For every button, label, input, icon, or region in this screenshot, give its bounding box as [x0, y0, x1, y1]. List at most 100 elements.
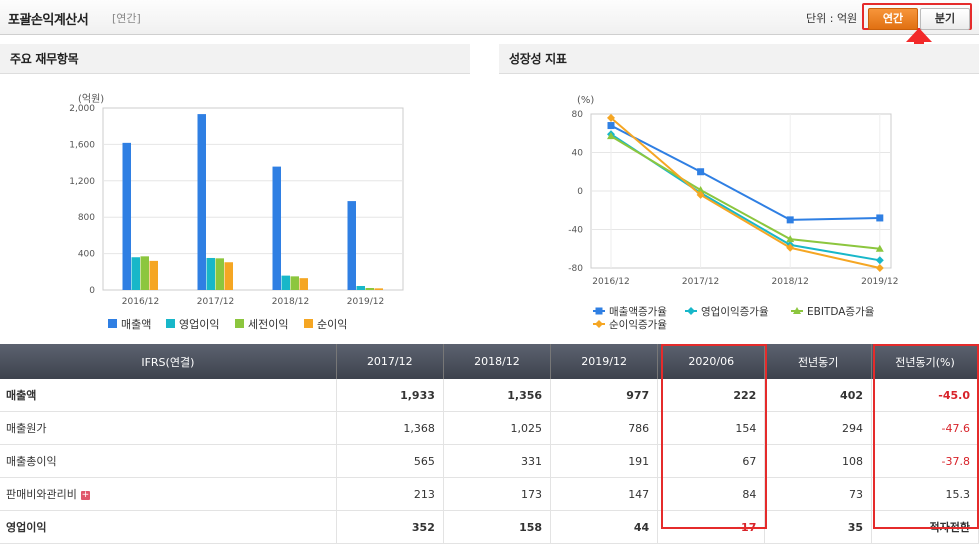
- legend-label: EBITDA증가율: [807, 306, 875, 318]
- legend-label: 영업이익증가율: [701, 305, 769, 318]
- y-axis-unit: (%): [577, 95, 594, 106]
- table-cell: 173: [443, 477, 552, 511]
- panel-title-financial-items: 주요 재무항목: [0, 44, 470, 74]
- legend-swatch: [166, 319, 175, 328]
- bar: [197, 114, 206, 290]
- y-tick-label: 800: [78, 213, 95, 223]
- col-header: 2019/12: [550, 344, 659, 379]
- data-point: [697, 168, 705, 176]
- legend-label: 매출액증가율: [609, 306, 667, 318]
- x-tick-label: 2016/12: [592, 277, 629, 287]
- row-label: 영업이익: [0, 510, 337, 544]
- table-cell: 191: [550, 444, 659, 478]
- y-tick-label: 400: [78, 250, 95, 260]
- row-label-text: 매출원가: [6, 422, 47, 435]
- table-row: 매출총이익 565 331 191 67 108 -37.8: [0, 444, 979, 478]
- data-point: [793, 307, 801, 314]
- legend-label: 세전이익: [248, 318, 288, 331]
- y-tick-label: -80: [568, 264, 583, 274]
- table-cell: 213: [336, 477, 444, 511]
- table-cell: 977: [550, 379, 659, 412]
- col-header: IFRS(연결): [0, 344, 337, 379]
- series-line: [610, 117, 881, 269]
- data-point: [687, 307, 695, 315]
- table-cell: 1,025: [443, 411, 552, 445]
- bar: [224, 262, 233, 290]
- row-label-text: 매출총이익: [6, 455, 57, 468]
- legend-label: 영업이익: [179, 318, 219, 331]
- table-row: 매출원가 1,368 1,025 786 154 294 -47.6: [0, 411, 979, 445]
- table-row: 판매비와관리비 +213 173 147 84 73 15.3: [0, 477, 979, 511]
- data-point: [875, 264, 884, 272]
- period-subtitle: [연간]: [112, 12, 141, 25]
- table-cell: -17: [657, 510, 766, 544]
- table-cell: -45.0: [871, 379, 979, 412]
- bar: [206, 257, 215, 290]
- col-header: 2018/12: [443, 344, 552, 379]
- y-tick-label: 1,600: [69, 140, 95, 150]
- row-label[interactable]: 판매비와관리비 +: [0, 477, 337, 511]
- table-cell: 222: [657, 379, 766, 412]
- tab-annual[interactable]: 연간: [868, 8, 918, 30]
- x-tick-label: 2019/12: [861, 277, 898, 287]
- table-cell: 158: [443, 510, 552, 544]
- col-header: 전년동기: [764, 344, 873, 379]
- bar: [272, 166, 281, 290]
- expand-plus-icon[interactable]: +: [80, 489, 90, 500]
- table-cell: 331: [443, 444, 552, 478]
- x-tick-label: 2019/12: [347, 297, 384, 307]
- legend-swatch: [304, 319, 313, 328]
- y-tick-label: 2,000: [69, 104, 95, 114]
- col-header: 2017/12: [336, 344, 444, 379]
- table-cell: 적자전환: [871, 510, 979, 544]
- financial-items-bar-chart: (억원) 0 400 800 1,200 1,600 2,000 2016/12 2017/12…: [69, 93, 404, 331]
- table-cell: -37.8: [871, 444, 979, 478]
- x-tick-label: 2018/12: [772, 277, 809, 287]
- legend-label: 매출액: [121, 318, 151, 331]
- panel-title-growth-indicators: 성장성 지표: [499, 44, 979, 74]
- table-cell: 352: [336, 510, 444, 544]
- bar: [365, 287, 374, 290]
- legend-swatch: [108, 319, 117, 328]
- y-tick-label: 1,200: [69, 177, 95, 187]
- data-point: [876, 214, 884, 222]
- data-point: [607, 132, 615, 140]
- data-point: [607, 122, 615, 130]
- tab-quarterly[interactable]: 분기: [920, 8, 970, 30]
- table-cell: 154: [657, 411, 766, 445]
- y-tick-label: -40: [568, 226, 583, 236]
- table-cell: 1,933: [336, 379, 444, 412]
- table-cell: 147: [550, 477, 659, 511]
- bar: [149, 260, 158, 290]
- x-tick-label: 2018/12: [272, 297, 309, 307]
- table-cell: 15.3: [871, 477, 979, 511]
- data-point: [595, 320, 603, 328]
- row-label: 매출총이익: [0, 444, 337, 478]
- y-tick-label: 40: [572, 149, 584, 159]
- legend-label: 순이익증가율: [609, 319, 667, 331]
- bar: [131, 257, 140, 290]
- table-row: 매출액 1,933 1,356 977 222 402 -45.0: [0, 379, 979, 412]
- row-label-text: 매출액: [6, 389, 37, 402]
- x-tick-label: 2016/12: [122, 297, 159, 307]
- period-toggle-highlight: 연간 분기: [862, 3, 972, 30]
- series-line: [610, 135, 880, 250]
- data-point: [786, 235, 795, 243]
- data-point: [786, 243, 795, 252]
- legend-swatch: [235, 319, 244, 328]
- data-point: [595, 307, 603, 315]
- table-cell: 108: [764, 444, 873, 478]
- income-statement-table: IFRS(연결) 2017/12 2018/12 2019/12 2020/06…: [0, 344, 979, 544]
- table-cell: 67: [657, 444, 766, 478]
- data-point: [875, 256, 884, 265]
- col-header: 2020/06: [657, 344, 766, 379]
- row-label: 매출원가: [0, 411, 337, 445]
- table-cell: 73: [764, 477, 873, 511]
- bar: [122, 142, 131, 290]
- table-cell: 84: [657, 477, 766, 511]
- table-cell: 294: [764, 411, 873, 445]
- y-tick-label: 0: [577, 187, 583, 197]
- table-cell: -47.6: [871, 411, 979, 445]
- y-tick-label: 80: [572, 110, 584, 120]
- data-point: [875, 244, 884, 252]
